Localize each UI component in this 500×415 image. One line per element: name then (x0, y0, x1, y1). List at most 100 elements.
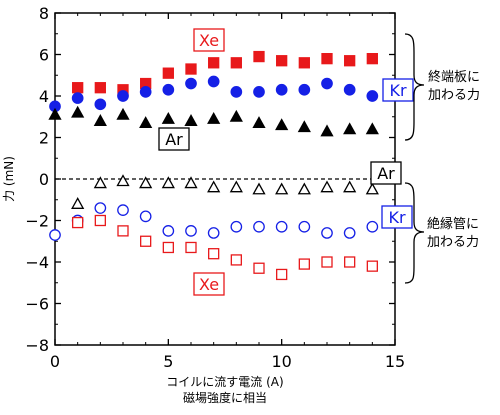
lower-brace-label-line1: 絶縁管に (427, 216, 479, 232)
data-point (276, 268, 288, 281)
data-point (185, 241, 197, 254)
data-point (366, 53, 378, 65)
data-point (162, 83, 175, 96)
y-tick-label: 2 (39, 129, 49, 148)
data-point (72, 82, 84, 94)
y-tick-label: 6 (39, 46, 49, 65)
svg-text:Xe: Xe (199, 31, 219, 50)
data-markers (48, 50, 379, 281)
y-axis-label: 力 (mN) (2, 156, 16, 202)
data-point (276, 55, 288, 67)
data-point (298, 220, 311, 233)
data-point (253, 220, 265, 233)
svg-text:Kr: Kr (388, 208, 405, 227)
data-point (321, 256, 333, 268)
data-point (275, 182, 289, 195)
data-point (185, 225, 197, 237)
svg-text:Ar: Ar (165, 130, 183, 149)
data-point (94, 82, 106, 94)
x-tick-label: 15 (385, 352, 405, 371)
y-tick-label: 4 (39, 87, 49, 106)
data-point (94, 98, 107, 111)
x-tick-label: 0 (50, 352, 60, 371)
data-point (94, 202, 107, 214)
data-point (275, 220, 288, 233)
data-point (207, 75, 220, 88)
data-point (298, 83, 311, 96)
annotation-kr-lower: Kr (381, 205, 413, 229)
y-tick-label: −2 (25, 212, 49, 231)
axis-ticks: −8 −6 −4 −2 0 2 4 6 8 0 5 10 15 (25, 4, 405, 371)
data-point (185, 77, 197, 90)
upper-brace-label-line2: 加わる力 (428, 88, 480, 103)
data-point (253, 262, 265, 274)
data-point (253, 86, 265, 98)
data-point (252, 182, 266, 195)
data-point (297, 120, 311, 133)
data-point (94, 214, 106, 227)
data-point (93, 176, 107, 189)
data-point (297, 182, 311, 195)
data-point (230, 57, 242, 69)
data-point (71, 92, 84, 104)
series-xe-5 (72, 214, 378, 281)
data-point (366, 220, 379, 233)
y-tick-label: −8 (25, 336, 49, 355)
data-point (320, 180, 334, 193)
y-tick-label: 0 (39, 170, 49, 189)
data-point (321, 227, 333, 239)
data-point (321, 77, 333, 90)
x-axis-label-line1: コイルに流す電流 (A) (166, 375, 283, 389)
upper-brace (404, 33, 425, 141)
data-point (72, 216, 84, 229)
data-point (343, 227, 356, 239)
data-point (344, 256, 356, 268)
upper-brace-label-line1: 終端板に (428, 69, 480, 85)
data-point (116, 174, 130, 187)
data-point (117, 225, 129, 237)
series-xe-0 (72, 50, 378, 96)
data-point (184, 176, 198, 189)
data-point (139, 86, 152, 98)
data-point (184, 114, 198, 126)
svg-text:Kr: Kr (389, 81, 406, 100)
x-axis-label-line2: 磁場強度に相当 (183, 390, 267, 405)
data-point (139, 210, 152, 223)
data-point (161, 176, 175, 189)
data-point (117, 204, 129, 216)
data-point (49, 229, 61, 241)
data-point (343, 122, 357, 135)
data-point (117, 90, 129, 102)
y-tick-label: −6 (25, 295, 49, 314)
y-tick-label: −4 (25, 253, 49, 272)
data-point (229, 180, 243, 193)
data-point (365, 182, 379, 195)
data-point (343, 83, 356, 96)
y-tick-label: 8 (39, 4, 49, 23)
data-point (230, 220, 243, 233)
data-point (298, 258, 310, 270)
data-point (185, 63, 197, 75)
annotation-kr-upper: Kr (382, 78, 414, 102)
data-point (208, 57, 220, 69)
data-point (162, 67, 174, 79)
series-kr-1 (49, 75, 379, 113)
data-point (162, 241, 174, 254)
annotation-ar-lower: Ar (370, 161, 402, 185)
x-tick-label: 10 (271, 352, 291, 371)
annotation-ar-upper: Ar (158, 127, 190, 151)
svg-text:Ar: Ar (377, 164, 395, 183)
data-point (365, 122, 379, 135)
data-point (207, 180, 221, 193)
data-point (71, 197, 85, 209)
data-point (344, 55, 356, 67)
data-point (207, 227, 220, 239)
series-ar-2 (48, 105, 379, 137)
lower-brace-label-line2: 加わる力 (427, 235, 479, 250)
data-point (207, 111, 221, 124)
data-point (275, 118, 289, 131)
data-point (366, 260, 378, 272)
data-point (139, 176, 153, 189)
lower-brace (404, 182, 425, 284)
